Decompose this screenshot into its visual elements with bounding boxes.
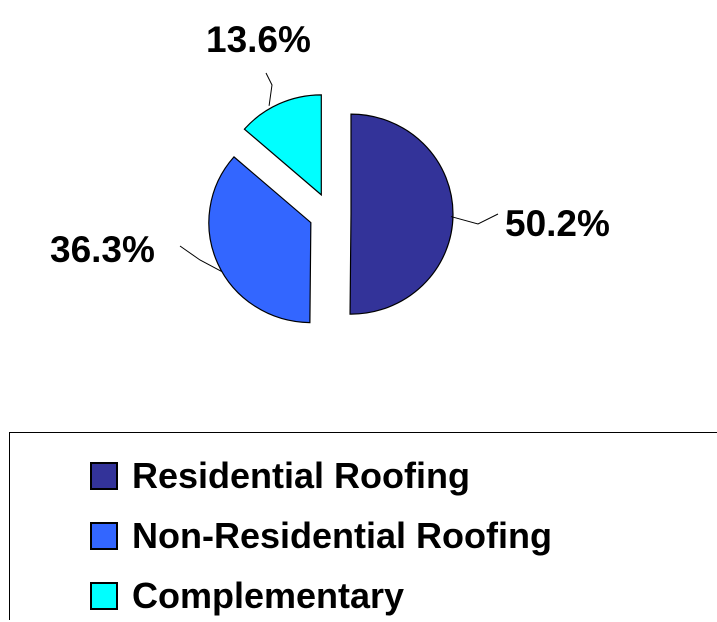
legend-label-non-residential-roofing: Non-Residential Roofing — [132, 515, 552, 556]
chart-legend: Residential Roofing Non-Residential Roof… — [9, 432, 717, 620]
data-label-non-residential-roofing: 36.3% — [50, 229, 155, 270]
pie-chart: 50.2% 36.3% 13.6% — [50, 19, 610, 324]
legend-item-complementary: Complementary — [90, 570, 404, 622]
legend-label-complementary: Complementary — [132, 575, 405, 616]
legend-item-residential-roofing: Residential Roofing — [90, 450, 470, 502]
pie-slices — [208, 94, 454, 324]
legend-label-residential-roofing: Residential Roofing — [132, 455, 471, 496]
pie-slice-complementary — [243, 94, 322, 197]
data-label-complementary: 13.6% — [206, 19, 311, 60]
leader-line-non-residential-roofing — [179, 245, 223, 273]
pie-slice-residential-roofing — [349, 113, 454, 315]
legend-item-non-residential-roofing: Non-Residential Roofing — [90, 510, 552, 562]
legend-swatch-non-residential-roofing — [90, 522, 118, 550]
legend-swatch-residential-roofing — [90, 462, 118, 490]
leader-line-complementary — [265, 72, 273, 106]
pie-slice-non-residential-roofing — [208, 156, 312, 324]
leader-line-residential-roofing — [450, 213, 499, 225]
data-label-residential-roofing: 50.2% — [505, 203, 610, 244]
legend-swatch-complementary — [90, 582, 118, 610]
leader-lines — [179, 72, 499, 273]
